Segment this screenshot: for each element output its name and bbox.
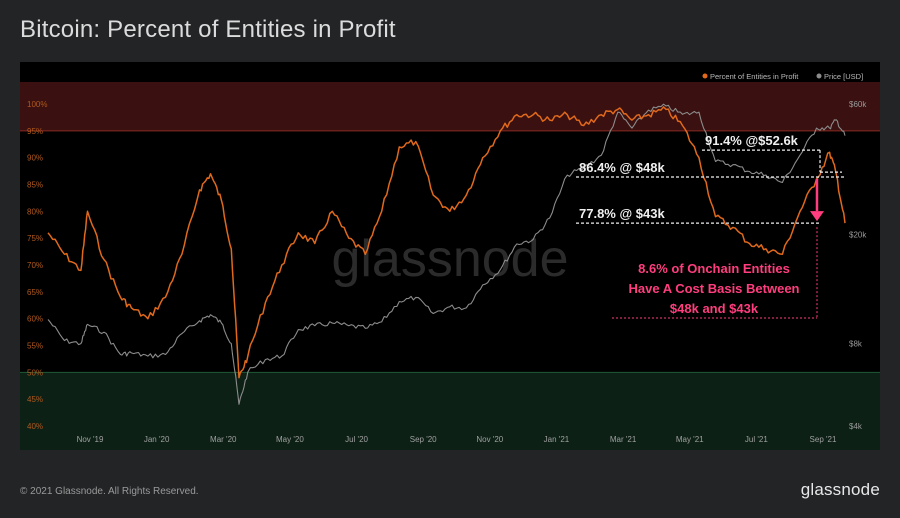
callout-text-line: $48k and $43k [670,301,759,316]
annotation-label: 86.4% @ $48k [579,160,665,175]
x-tick-label: Jan '20 [144,435,170,444]
y-left-tick-label: 90% [27,154,43,163]
percent-in-profit-chart: glassnode 40% 45% 50% 55% 60% 65% 70% 75% 80% 85%… [20,62,880,450]
x-tick-label: Sep '20 [410,435,437,444]
callout-arrow-head [810,211,824,222]
profit-series [47,106,846,379]
y-axis-left: 40% 45% 50% 55% 60% 65% 70% 75% 80% 85% 90% 95% 100% [27,100,47,431]
y-left-tick-label: 75% [27,234,43,243]
y-left-tick-label: 65% [27,288,43,297]
x-tick-label: Jul '20 [345,435,368,444]
y-left-tick-label: 80% [27,207,43,216]
y-left-tick-label: 55% [27,342,43,351]
y-axis-right: $4k $8k $20k $60k [849,100,867,431]
y-left-tick-label: 100% [27,100,47,109]
y-left-tick-label: 50% [27,368,43,377]
x-tick-label: Mar '20 [210,435,237,444]
legend: Percent of Entities in Profit Price [USD] [702,72,863,81]
x-axis: Nov '19 Jan '20 Mar '20 May '20 Jul '20 Sep '… [77,435,837,444]
legend-label: Price [USD] [824,72,863,81]
y-left-tick-label: 85% [27,181,43,190]
y-left-tick-label: 40% [27,422,43,431]
annotation-label: 91.4% @$52.6k [705,133,799,148]
page-title: Bitcoin: Percent of Entities in Profit [20,16,396,43]
x-tick-label: May '21 [676,435,704,444]
y-left-tick-label: 70% [27,261,43,270]
x-tick-label: Sep '21 [810,435,837,444]
y-right-tick-label: $4k [849,422,863,431]
y-left-tick-label: 60% [27,315,43,324]
brand-logo: glassnode [800,480,880,499]
x-tick-label: Mar '21 [610,435,637,444]
lower-band [20,372,880,450]
x-tick-label: Jul '21 [745,435,768,444]
x-tick-label: Jan '21 [544,435,570,444]
callout-text-line: 8.6% of Onchain Entities [638,261,790,276]
legend-label: Percent of Entities in Profit [710,72,799,81]
callout: 8.6% of Onchain Entities Have A Cost Basi… [612,178,824,319]
profit-line [47,106,846,379]
watermark: glassnode [331,230,568,288]
copyright-text: © 2021 Glassnode. All Rights Reserved. [20,486,199,497]
x-tick-label: May '20 [276,435,304,444]
y-left-tick-label: 45% [27,395,43,404]
y-left-tick-label: 95% [27,127,43,136]
legend-swatch [816,73,822,79]
x-tick-label: Nov '19 [77,435,104,444]
upper-band [20,82,880,131]
annotation-label: 77.8% @ $43k [579,206,665,221]
chart-container: glassnode 40% 45% 50% 55% 60% 65% 70% 75% 80% 85%… [20,62,880,450]
callout-text-line: Have A Cost Basis Between [629,281,800,296]
y-right-tick-label: $8k [849,340,863,349]
y-right-tick-label: $20k [849,231,867,240]
x-tick-label: Nov '20 [476,435,503,444]
y-right-tick-label: $60k [849,100,867,109]
price-series [47,103,846,405]
legend-swatch [702,73,708,79]
price-line [47,103,846,405]
annotations: 91.4% @$52.6k 86.4% @ $48k 77.8% @ $43k [576,133,845,224]
